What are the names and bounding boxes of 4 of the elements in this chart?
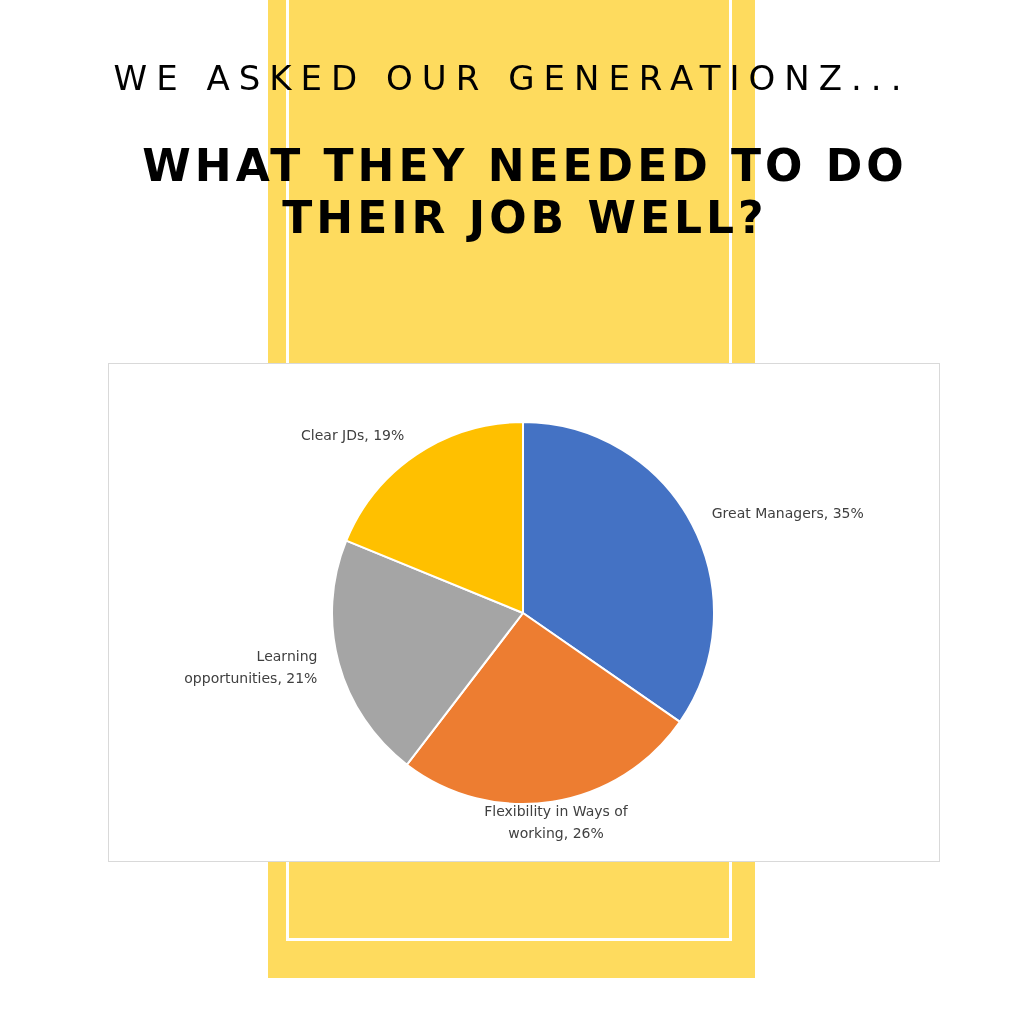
slice-label: Learning opportunities, 21% <box>184 648 318 687</box>
slice-label: Clear JDs, 19% <box>301 426 405 443</box>
slice-label: Flexibility in Ways of working, 26% <box>484 803 629 842</box>
slice-label: Great Managers, 35% <box>711 504 864 521</box>
